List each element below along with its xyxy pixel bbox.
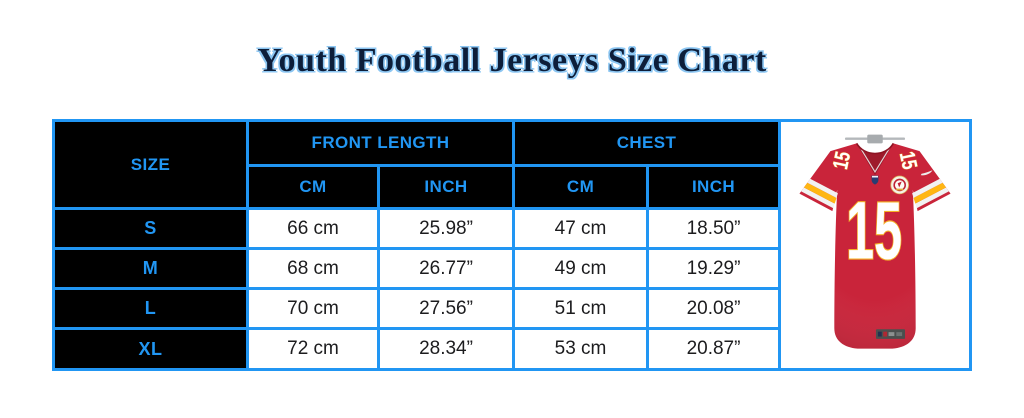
table-row-m: M 68 cm 26.77” 49 cm 19.29” [52,247,971,290]
table-row-xl: XL 72 cm 28.34” 53 cm 20.87” [52,327,971,371]
front-cm-cell: 70 cm [246,287,380,330]
header-row-units: CM INCH CM INCH [54,164,971,210]
chest-header: CHEST [512,119,782,167]
neckline-edge [855,142,895,155]
jersey-shading [799,143,951,349]
header-row-groups: SIZE FRONT LENGTH CHEST [52,119,973,371]
front-inch-cell: 25.98” [376,207,516,250]
chest-cm-header: CM [512,164,650,210]
front-inch-cell: 28.34” [376,327,516,371]
chest-inch-cell: 19.29” [646,247,782,290]
table-row-s: S 66 cm 25.98” 47 cm 18.50” [52,207,971,250]
front-length-inch-header: INCH [376,164,516,210]
hanger-loop [867,134,883,144]
chest-inch-cell: 18.50” [646,207,782,250]
chest-cm-cell: 53 cm [512,327,650,371]
front-inch-cell: 27.56” [376,287,516,330]
size-cell: M [52,247,249,290]
size-chart-table: SIZE FRONT LENGTH CHEST [52,119,973,371]
chest-inch-header: INCH [646,164,782,210]
size-cell: S [52,207,249,250]
jersey-image: 15 15 15 [781,128,969,362]
chest-inch-cell: 20.87” [646,327,782,371]
front-cm-cell: 68 cm [246,247,380,290]
front-length-header: FRONT LENGTH [245,119,516,167]
front-inch-cell: 26.77” [376,247,516,290]
size-cell: L [52,287,249,330]
table-row-l: L 70 cm 27.56” 51 cm 20.08” [52,287,971,330]
page-title: Youth Football Jerseys Size Chart [257,42,767,79]
jersey-cell: 15 15 15 [778,119,973,371]
size-cell: XL [52,327,249,371]
football-jersey-icon: 15 15 15 [799,134,951,349]
size-column-header: SIZE [52,119,249,210]
chest-inch-cell: 20.08” [646,287,782,330]
chest-cm-cell: 47 cm [512,207,650,250]
chest-cm-cell: 51 cm [512,287,650,330]
front-cm-cell: 66 cm [246,207,380,250]
front-length-cm-header: CM [246,164,380,210]
chest-cm-cell: 49 cm [512,247,650,290]
front-cm-cell: 72 cm [246,327,380,371]
